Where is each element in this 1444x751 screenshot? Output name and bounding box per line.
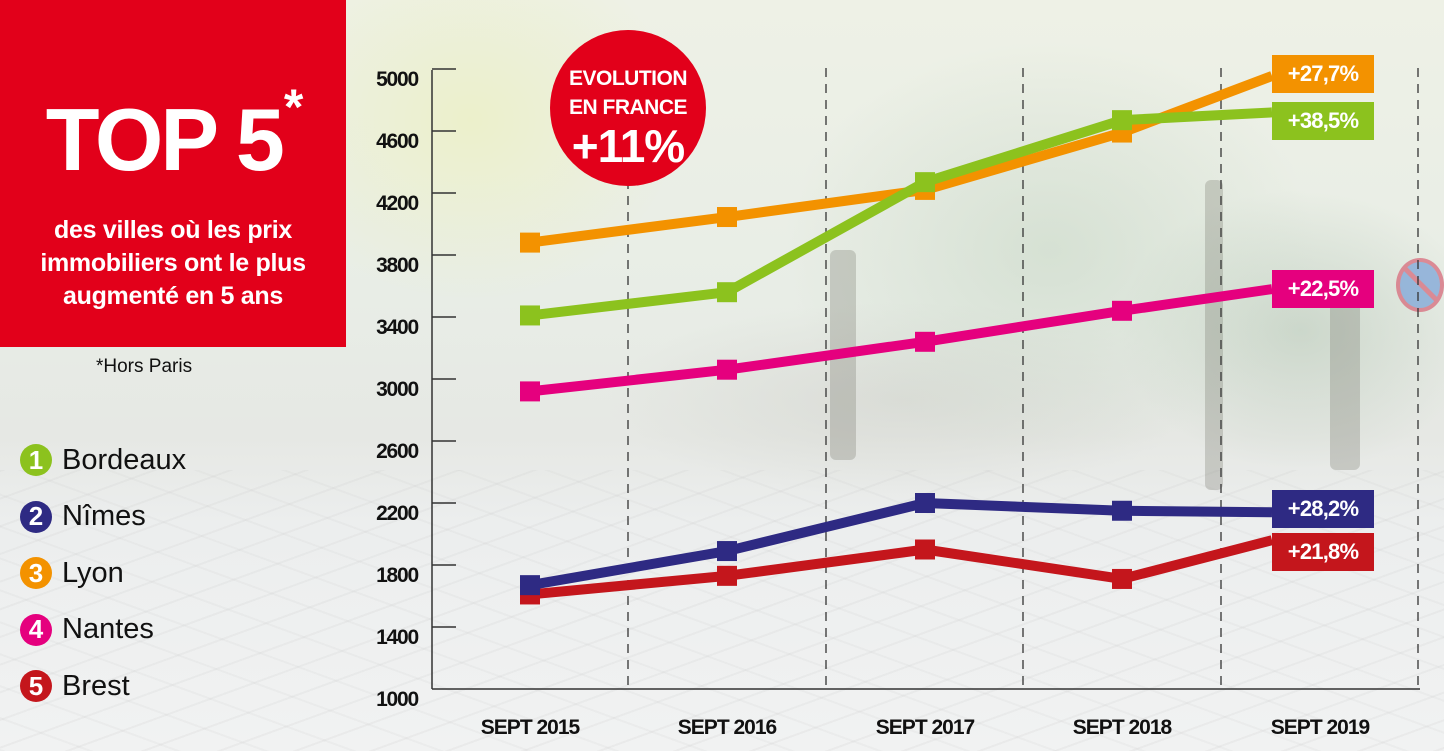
subtitle-line: immobiliers ont le plus — [40, 249, 306, 277]
end-label-nimes: +28,2% — [1272, 490, 1374, 528]
y-tick-label: 4200 — [376, 192, 419, 215]
panel-subtitle: des villes où les prix immobiliers ont l… — [10, 214, 336, 313]
legend-label: Nantes — [62, 613, 154, 646]
panel-title: TOP 5* — [45, 79, 304, 189]
y-tick-label: 1400 — [376, 626, 419, 649]
legend-item-lyon: 3 Lyon — [20, 545, 186, 602]
rank-badge-icon: 5 — [20, 670, 52, 703]
y-tick-label: 4600 — [376, 130, 419, 153]
legend-label: Lyon — [62, 556, 124, 589]
y-tick-label: 2200 — [376, 502, 419, 525]
pavement-texture — [0, 470, 1444, 751]
data-point-marker — [1112, 300, 1132, 321]
data-point-marker — [717, 207, 737, 228]
legend-item-nimes: 2 Nîmes — [20, 489, 186, 546]
y-tick-label: 1000 — [376, 688, 419, 711]
legend-item-nantes: 4 Nantes — [20, 602, 186, 659]
rank-badge-icon: 2 — [20, 500, 52, 533]
tree-trunk — [1330, 300, 1360, 470]
x-tick-label: SEPT 2016 — [677, 716, 777, 739]
badge-line: EVOLUTION EN FRANCE — [550, 64, 706, 122]
y-tick-label: 3400 — [376, 316, 419, 339]
data-point-marker — [717, 565, 737, 586]
x-tick-label: SEPT 2019 — [1270, 716, 1370, 739]
chart-axes — [431, 68, 1420, 690]
data-point-marker — [520, 305, 540, 326]
data-point-marker — [520, 575, 540, 596]
data-point-marker — [915, 539, 935, 560]
rank-badge-icon: 3 — [20, 557, 52, 590]
data-point-marker — [1112, 110, 1132, 131]
data-point-marker — [520, 232, 540, 253]
title-panel: TOP 5* des villes où les prix immobilier… — [0, 0, 346, 347]
end-label-nantes: +22,5% — [1272, 270, 1374, 308]
end-label-lyon: +27,7% — [1272, 55, 1374, 93]
tree-trunk — [1205, 180, 1223, 490]
y-tick-label: 2600 — [376, 440, 419, 463]
data-point-marker — [717, 541, 737, 562]
france-evolution-badge: EVOLUTION EN FRANCE +11% — [550, 30, 706, 186]
legend-label: Bordeaux — [62, 443, 187, 476]
no-parking-sign-icon — [1396, 258, 1444, 312]
y-tick-label: 3000 — [376, 378, 419, 401]
y-tick-label: 5000 — [376, 68, 419, 91]
legend-label: Nîmes — [62, 500, 146, 533]
data-point-marker — [717, 282, 737, 303]
data-point-marker — [1112, 500, 1132, 521]
end-label-bordeaux: +38,5% — [1272, 102, 1374, 140]
legend-item-brest: 5 Brest — [20, 658, 186, 715]
subtitle-line: augmenté en 5 ans — [63, 282, 283, 310]
rank-badge-icon: 4 — [20, 613, 52, 646]
data-point-marker — [717, 359, 737, 380]
footnote: *Hors Paris — [96, 356, 193, 377]
rank-badge-icon: 1 — [20, 444, 52, 477]
data-point-marker — [1112, 568, 1132, 589]
data-point-marker — [915, 331, 935, 352]
y-tick-label: 3800 — [376, 254, 419, 277]
end-label-brest: +21,8% — [1272, 533, 1374, 571]
subtitle-line: des villes où les prix — [54, 216, 292, 244]
x-tick-label: SEPT 2017 — [875, 716, 975, 739]
chart-series — [520, 71, 1274, 605]
badge-value: +11% — [571, 120, 685, 172]
legend-label: Brest — [62, 669, 130, 702]
legend-item-bordeaux: 1 Bordeaux — [20, 432, 186, 489]
badge-line1: EVOLUTION — [568, 67, 688, 90]
legend: 1 Bordeaux 2 Nîmes 3 Lyon 4 Nantes 5 Bre… — [20, 432, 186, 715]
x-tick-label: SEPT 2015 — [480, 716, 580, 739]
x-tick-label: SEPT 2018 — [1072, 716, 1172, 739]
data-point-marker — [915, 493, 935, 513]
badge-line2: EN FRANCE — [568, 96, 688, 119]
y-tick-label: 1800 — [376, 564, 419, 587]
data-point-marker — [520, 381, 540, 402]
data-point-marker — [915, 172, 935, 193]
